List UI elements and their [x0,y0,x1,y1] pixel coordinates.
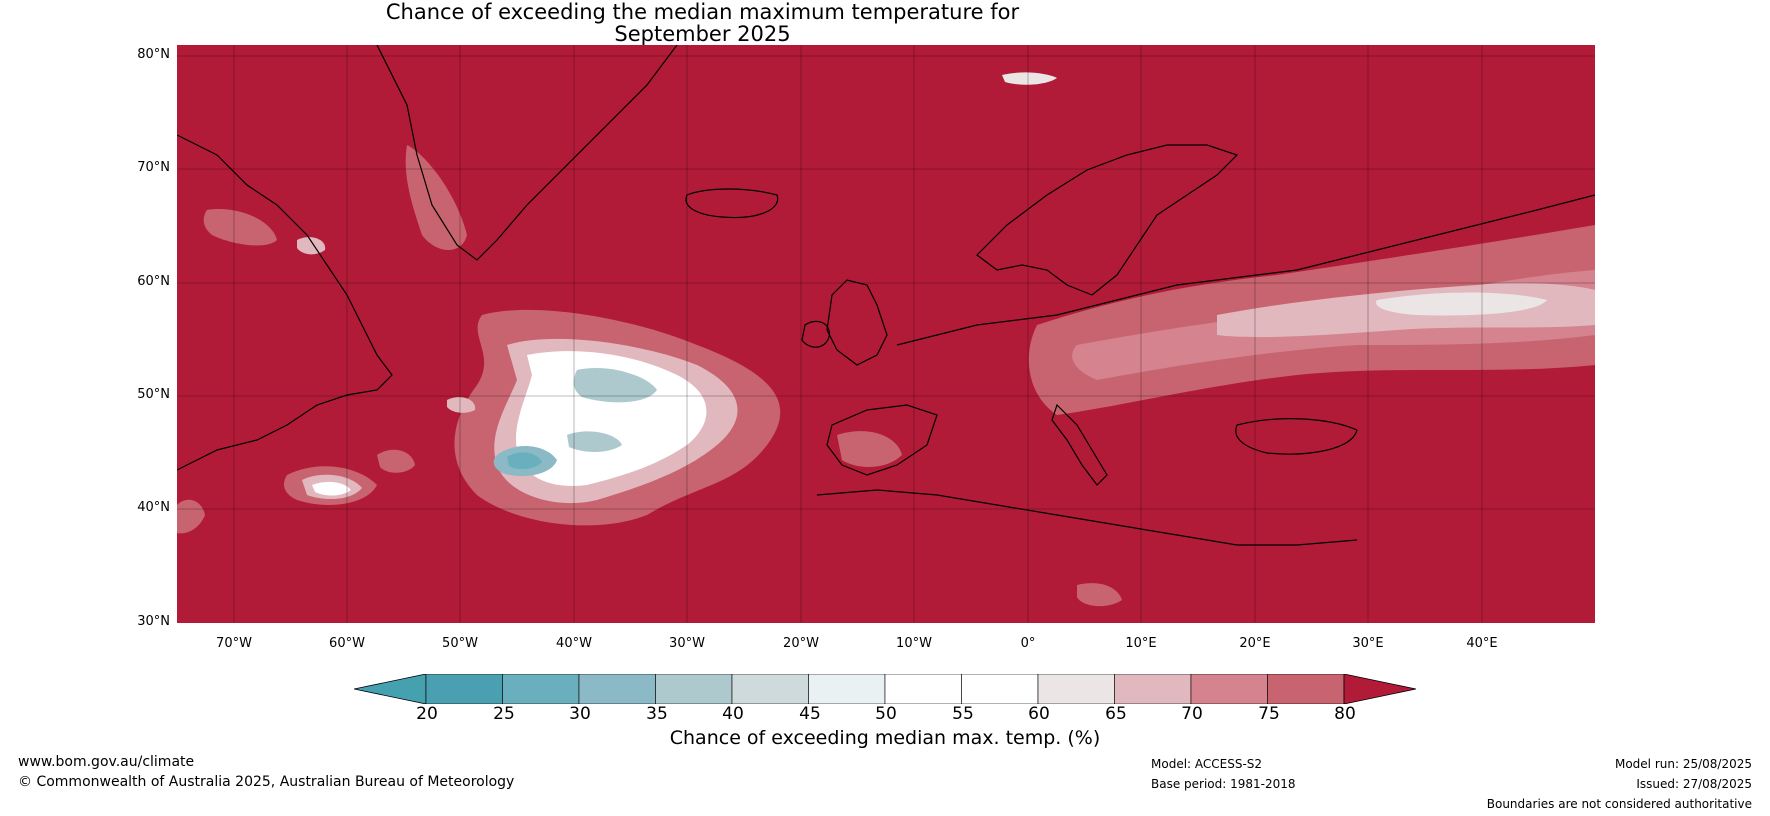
coast-greenland [376,45,678,261]
lon-label-20e: 20°E [1239,636,1271,651]
colorbar-label: Chance of exceeding median max. temp. (%… [669,727,1101,749]
colorbar-bin-50-55 [884,674,962,704]
footer-model-run: Model run: 25/08/2025 [1614,757,1752,771]
colorbar [354,674,1417,704]
patch-svalbard [1002,72,1057,85]
colorbar-high-extend [1343,674,1417,704]
lat-label-80n: 80°N [137,47,170,62]
patch-atlantic-blue-3 [507,452,542,470]
colorbar-tick-20: 20 [416,704,438,724]
lon-label-40e: 40°E [1466,636,1498,651]
colorbar-tick-70: 70 [1181,704,1203,724]
chart-title-line2: September 2025 [614,22,791,46]
lon-label-30e: 30°E [1352,636,1384,651]
patch-atlantic-blue-4 [567,431,622,452]
lon-label-40w: 40°W [556,636,592,651]
colorbar-bin-40-45 [731,674,809,704]
coast-med-south [816,489,1358,546]
patch-west-6 [297,237,326,255]
colorbar-bin-35-40 [655,674,733,704]
colorbar-bin-20-25 [425,674,503,704]
colorbar-tick-40: 40 [722,704,744,724]
colorbar-bin-45-50 [808,674,886,704]
coast-iberia [826,404,938,476]
colorbar-bin-30-35 [578,674,656,704]
footer-base-period: Base period: 1981-2018 [1151,777,1296,791]
lon-label-10w: 10°W [896,636,932,651]
lon-label-70w: 70°W [216,636,252,651]
coast-ireland [801,320,830,348]
coast-scandinavia [976,144,1239,296]
colorbar-tick-35: 35 [646,704,668,724]
colorbar-tick-65: 65 [1105,704,1127,724]
probability-patches [177,72,1595,607]
patch-west-8 [447,397,476,413]
colorbar-bins [425,674,1345,704]
coastlines [177,45,1595,546]
lon-label-0: 0° [1020,636,1036,651]
footer-model: Model: ACCESS-S2 [1151,757,1263,771]
coast-canada [177,134,393,471]
colorbar-bin-55-60 [961,674,1039,704]
graticule [177,45,1595,623]
colorbar-bin-70-75 [1190,674,1268,704]
patch-west-4 [177,499,205,534]
lat-label-50n: 50°N [137,387,170,402]
colorbar-bin-60-65 [1037,674,1115,704]
patch-greenland [405,145,467,250]
colorbar-bin-25-30 [502,674,580,704]
colorbar-tick-25: 25 [493,704,515,724]
coast-uk [826,279,888,366]
patch-west-3 [312,481,351,496]
colorbar-bin-75-80 [1267,674,1345,704]
footer-website: www.bom.gov.au/climate [18,754,195,770]
patch-east-med [1077,583,1122,607]
chart-title-line1: Chance of exceeding the median maximum t… [385,0,1020,24]
probability-map [177,45,1595,623]
patch-iberia [837,431,902,467]
lat-label-30n: 30°N [137,614,170,629]
lon-label-50w: 50°W [442,636,478,651]
lon-label-10e: 10°E [1125,636,1157,651]
lon-label-20w: 20°W [783,636,819,651]
footer-issued: Issued: 27/08/2025 [1636,777,1752,791]
lon-label-60w: 60°W [329,636,365,651]
patch-west-7 [377,449,415,473]
coast-iceland [685,188,779,219]
colorbar-tick-80: 80 [1334,704,1356,724]
coast-italy [1051,403,1108,486]
lon-label-30w: 30°W [669,636,705,651]
footer-copyright: © Commonwealth of Australia 2025, Austra… [18,774,515,790]
colorbar-tick-50: 50 [875,704,897,724]
colorbar-tick-45: 45 [799,704,821,724]
colorbar-tick-55: 55 [952,704,974,724]
lat-label-40n: 40°N [137,500,170,515]
patch-europe-lightest [1376,292,1547,316]
patch-atlantic-white [515,351,707,486]
footer-disclaimer: Boundaries are not considered authoritat… [1486,797,1752,811]
patch-atlantic-blue-1 [573,367,657,403]
coast-europe-mainland [896,194,1595,346]
colorbar-low-extend [354,674,427,704]
colorbar-tick-30: 30 [569,704,591,724]
lat-label-60n: 60°N [137,274,170,289]
lat-label-70n: 70°N [137,160,170,175]
colorbar-tick-75: 75 [1258,704,1280,724]
coast-black-sea [1235,418,1358,455]
patch-west-5 [203,209,277,246]
colorbar-tick-60: 60 [1028,704,1050,724]
colorbar-bin-65-70 [1114,674,1192,704]
